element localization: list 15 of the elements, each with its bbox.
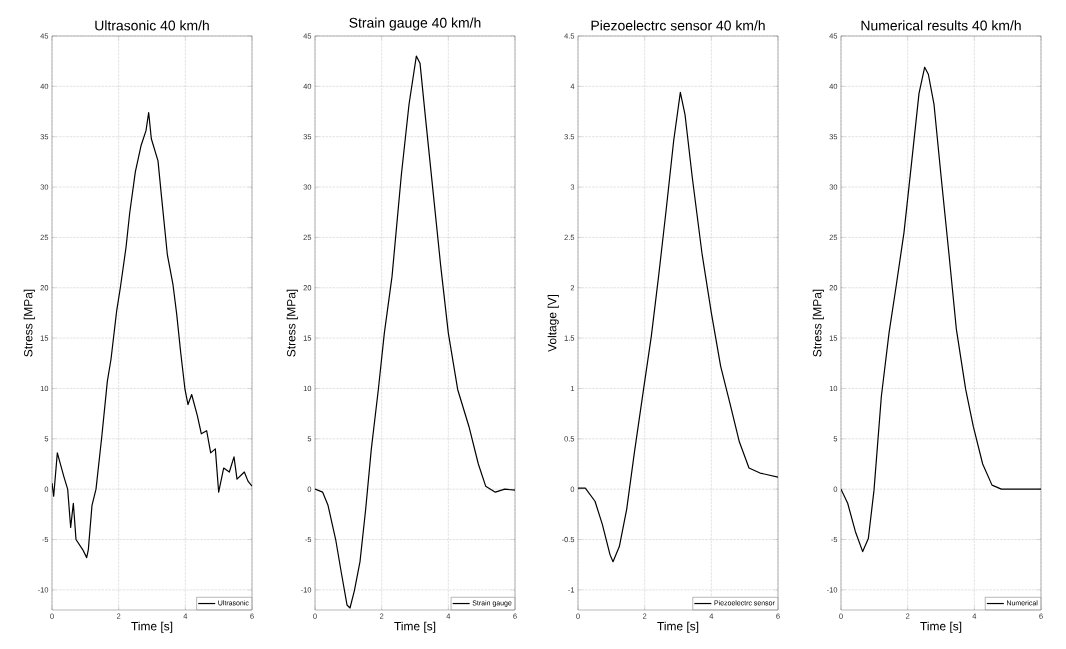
y-axis-title: Stress [MPa] xyxy=(286,289,298,357)
x-axis-title: Time [s] xyxy=(394,621,436,633)
chart-title: Numerical results 40 km/h xyxy=(861,20,1021,31)
x-axis-title: Time [s] xyxy=(657,621,699,633)
line-series xyxy=(52,111,252,559)
line-series xyxy=(578,91,779,563)
chart-title: Strain gauge 40 km/h xyxy=(349,17,481,31)
y-axis-title: Stress [MPa] xyxy=(23,289,35,357)
x-axis-title: Time [s] xyxy=(131,621,173,633)
y-axis-title: Voltage [V] xyxy=(547,294,559,352)
x-axis-title: Time [s] xyxy=(920,621,962,633)
y-axis-title: Stress [MPa] xyxy=(812,289,824,357)
line-series xyxy=(315,55,515,609)
chart-title: Piezoelectrc sensor 40 km/h xyxy=(591,20,765,31)
chart-title: Ultrasonic 40 km/h xyxy=(95,20,209,31)
